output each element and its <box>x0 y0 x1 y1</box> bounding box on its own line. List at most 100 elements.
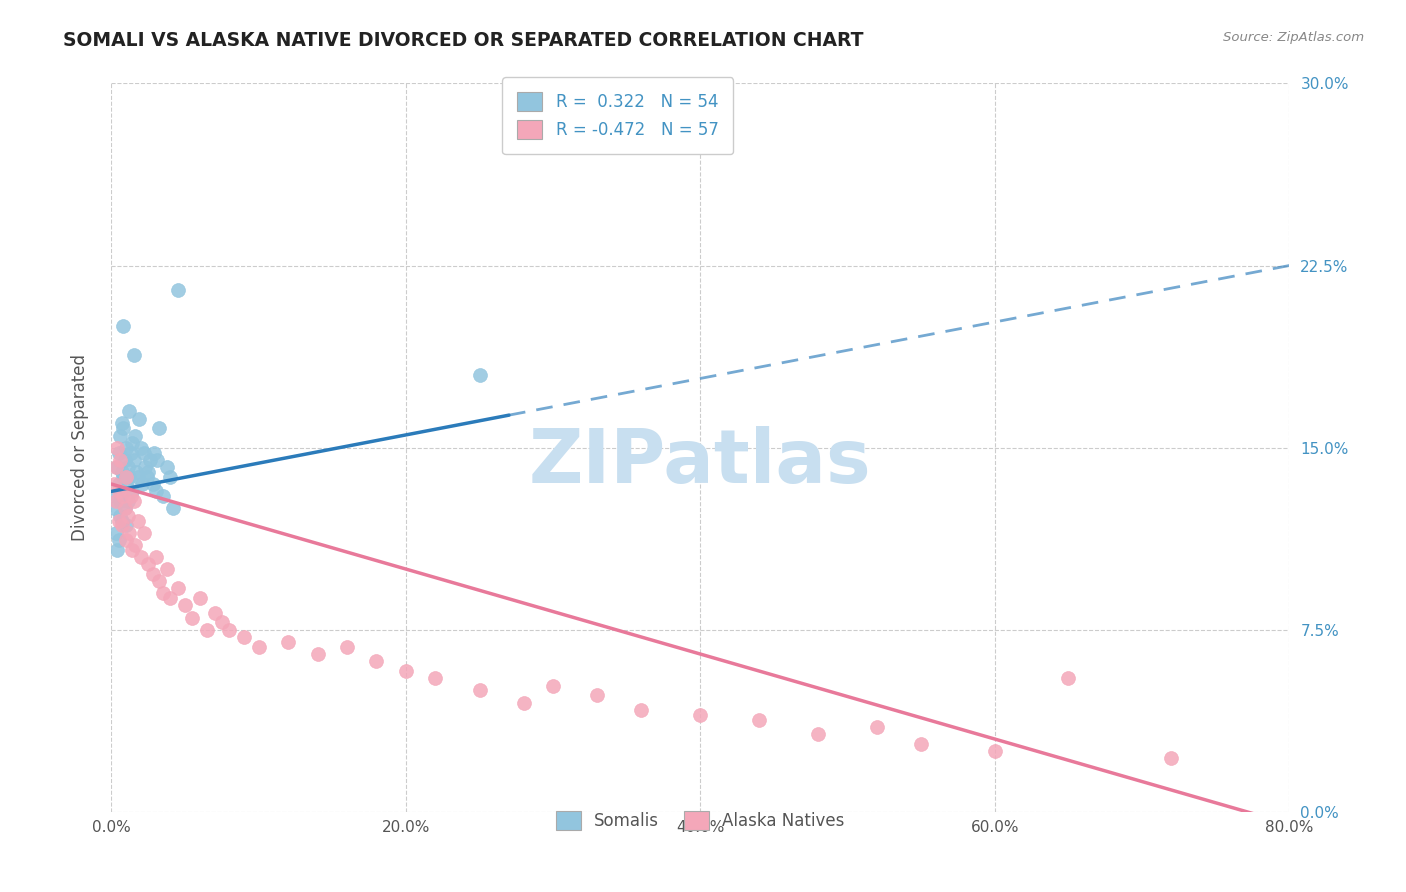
Point <box>122 452 145 467</box>
Point <box>142 477 165 491</box>
Point <box>174 599 197 613</box>
Point <box>134 460 156 475</box>
Point <box>127 514 149 528</box>
Point <box>121 435 143 450</box>
Point <box>108 514 131 528</box>
Point <box>148 574 170 589</box>
Point <box>117 494 139 508</box>
Point <box>366 654 388 668</box>
Point <box>159 591 181 606</box>
Point <box>181 610 204 624</box>
Point <box>114 501 136 516</box>
Point <box>112 489 135 503</box>
Point <box>166 283 188 297</box>
Point <box>145 549 167 564</box>
Point <box>1160 751 1182 765</box>
Point <box>541 679 564 693</box>
Point <box>114 452 136 467</box>
Text: Source: ZipAtlas.com: Source: ZipAtlas.com <box>1223 31 1364 45</box>
Point <box>105 542 128 557</box>
Point <box>103 501 125 516</box>
Point <box>108 477 131 491</box>
Point <box>512 696 534 710</box>
Point <box>910 737 932 751</box>
Point <box>166 582 188 596</box>
Point <box>586 689 609 703</box>
Point <box>111 518 134 533</box>
Point <box>104 489 127 503</box>
Point <box>111 514 134 528</box>
Point <box>136 558 159 572</box>
Point <box>1057 671 1080 685</box>
Point <box>132 525 155 540</box>
Text: ZIPatlas: ZIPatlas <box>529 425 872 499</box>
Point <box>136 465 159 479</box>
Point <box>127 470 149 484</box>
Point <box>866 720 889 734</box>
Point <box>129 549 152 564</box>
Point <box>131 477 153 491</box>
Point <box>111 417 134 431</box>
Point <box>156 562 179 576</box>
Point <box>748 713 770 727</box>
Point <box>233 630 256 644</box>
Y-axis label: Divorced or Separated: Divorced or Separated <box>72 354 89 541</box>
Point <box>129 441 152 455</box>
Point <box>118 525 141 540</box>
Point <box>138 452 160 467</box>
Point <box>112 319 135 334</box>
Point <box>115 470 138 484</box>
Point <box>142 566 165 581</box>
Point <box>425 671 447 685</box>
Point <box>115 477 138 491</box>
Point <box>145 484 167 499</box>
Point <box>108 484 131 499</box>
Point <box>121 484 143 499</box>
Point <box>105 460 128 475</box>
Point <box>104 494 127 508</box>
Point <box>689 707 711 722</box>
Point <box>218 623 240 637</box>
Point <box>125 465 148 479</box>
Point <box>211 615 233 630</box>
Point <box>156 460 179 475</box>
Point <box>247 640 270 654</box>
Point <box>307 647 329 661</box>
Point <box>111 465 134 479</box>
Point <box>152 489 174 503</box>
Point <box>468 368 491 382</box>
Point <box>110 452 132 467</box>
Point <box>103 477 125 491</box>
Point <box>108 445 131 459</box>
Point <box>105 441 128 455</box>
Point <box>204 606 226 620</box>
Point <box>188 591 211 606</box>
Point <box>114 501 136 516</box>
Legend: Somalis, Alaska Natives: Somalis, Alaska Natives <box>543 797 858 844</box>
Point <box>117 460 139 475</box>
Point <box>104 525 127 540</box>
Point <box>117 508 139 523</box>
Point <box>336 640 359 654</box>
Text: SOMALI VS ALASKA NATIVE DIVORCED OR SEPARATED CORRELATION CHART: SOMALI VS ALASKA NATIVE DIVORCED OR SEPA… <box>63 31 863 50</box>
Point <box>195 623 218 637</box>
Point <box>148 421 170 435</box>
Point <box>120 445 142 459</box>
Point <box>104 460 127 475</box>
Point <box>143 445 166 459</box>
Point <box>108 533 131 547</box>
Point <box>110 494 132 508</box>
Point <box>110 428 132 442</box>
Point <box>124 428 146 442</box>
Point <box>124 538 146 552</box>
Point <box>162 501 184 516</box>
Point <box>277 635 299 649</box>
Point <box>146 452 169 467</box>
Point <box>395 664 418 678</box>
Point <box>112 470 135 484</box>
Point <box>110 484 132 499</box>
Point <box>128 411 150 425</box>
Point <box>122 348 145 362</box>
Point <box>132 445 155 459</box>
Point <box>984 744 1007 758</box>
